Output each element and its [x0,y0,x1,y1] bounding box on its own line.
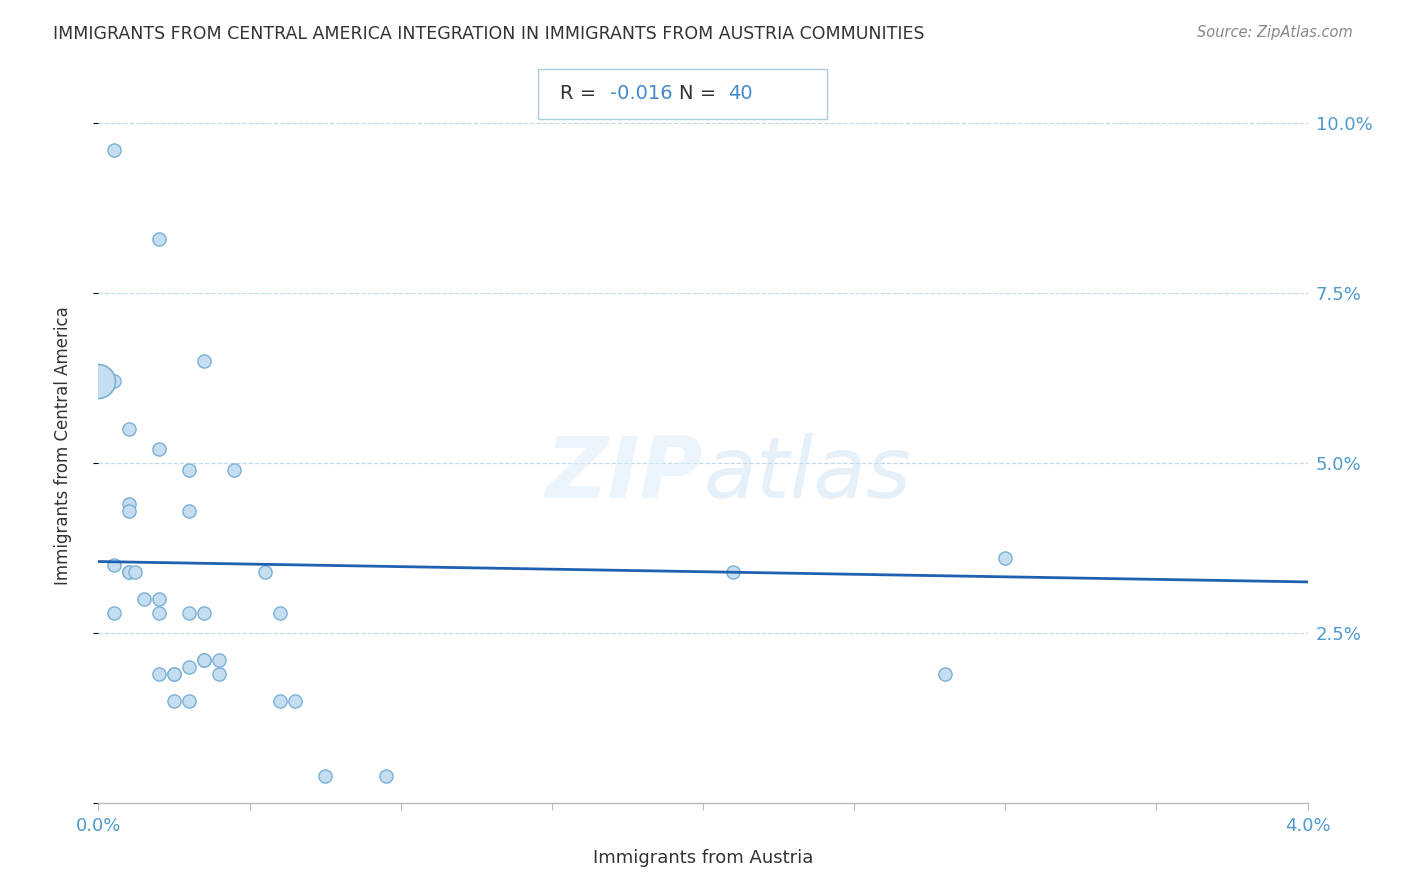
Point [118,422,141,436]
Point [103,144,125,158]
Point [148,232,170,246]
Point [148,442,170,457]
Point [124,565,146,579]
Point [284,694,307,708]
Text: Source: ZipAtlas.com: Source: ZipAtlas.com [1197,25,1353,40]
Point [193,354,215,368]
Point [148,606,170,620]
Point [118,503,141,517]
Point [179,463,201,477]
Point [103,558,125,572]
Point [103,375,125,389]
Point [163,694,186,708]
Y-axis label: Immigrants from Central America: Immigrants from Central America [53,307,72,585]
Text: IMMIGRANTS FROM CENTRAL AMERICA INTEGRATION IN IMMIGRANTS FROM AUSTRIA COMMUNITI: IMMIGRANTS FROM CENTRAL AMERICA INTEGRAT… [53,25,925,43]
Text: N =: N = [679,84,723,103]
Point [118,497,141,511]
Point [193,653,215,667]
Text: 40: 40 [728,84,754,103]
Text: R =: R = [560,84,602,103]
Point [163,666,186,681]
Point [193,653,215,667]
Point [103,606,125,620]
Point [179,660,201,674]
Point [269,694,291,708]
Text: ZIP: ZIP [546,433,703,516]
Point [163,666,186,681]
Point [253,565,276,579]
Point [132,591,155,606]
Point [269,606,291,620]
Point [148,591,170,606]
Point [224,463,246,477]
Point [148,666,170,681]
Point [179,606,201,620]
Text: atlas: atlas [703,433,911,516]
Point [118,565,141,579]
Point [87,375,110,389]
Point [723,565,745,579]
Point [994,551,1017,566]
Point [208,666,231,681]
Point [314,769,336,783]
Text: -0.016: -0.016 [610,84,673,103]
X-axis label: Immigrants from Austria: Immigrants from Austria [593,848,813,866]
Point [193,606,215,620]
Point [374,769,396,783]
Point [208,653,231,667]
Point [934,666,956,681]
Point [118,565,141,579]
Point [179,694,201,708]
Point [179,503,201,517]
